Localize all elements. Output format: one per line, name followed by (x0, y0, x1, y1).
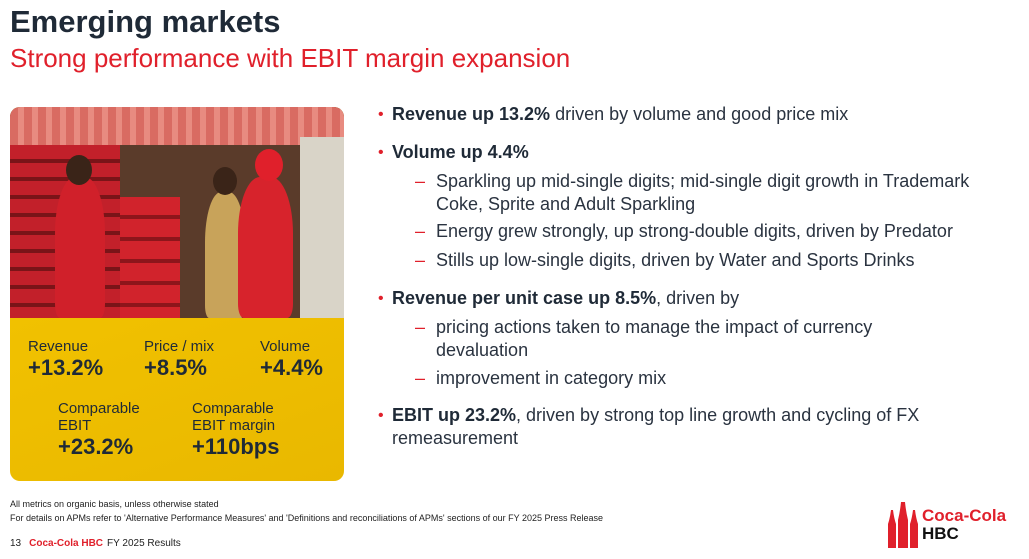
stat-label: Comparable EBIT margin (192, 400, 276, 434)
bottles-icon (888, 502, 918, 548)
page-title: Emerging markets (10, 4, 281, 39)
stat-value: +8.5% (144, 355, 207, 380)
page-subtitle: Strong performance with EBIT margin expa… (10, 43, 571, 73)
footnote: All metrics on organic basis, unless oth… (10, 499, 219, 509)
coca-cola-hbc-logo: Coca-Cola HBC (886, 500, 1016, 550)
stat-value: +23.2% (58, 434, 134, 459)
kpi-stats: Revenue +13.2% Price / mix +8.5% Volume … (10, 318, 344, 481)
stat-label: Comparable EBIT (58, 400, 140, 434)
stat-value: +13.2% (28, 355, 104, 380)
store-photo (10, 107, 344, 318)
stat-label: Price / mix (144, 338, 215, 355)
footnote: For details on APMs refer to 'Alternativ… (10, 513, 603, 523)
stat-value: +4.4% (260, 355, 323, 380)
stat-label: Revenue (28, 338, 89, 355)
stat-value: +110bps (192, 434, 280, 459)
footer: 13 Coca-Cola HBC FY 2025 Results (10, 538, 181, 549)
stat-label: Volume (260, 338, 311, 355)
kpi-card: Revenue +13.2% Price / mix +8.5% Volume … (10, 107, 344, 481)
